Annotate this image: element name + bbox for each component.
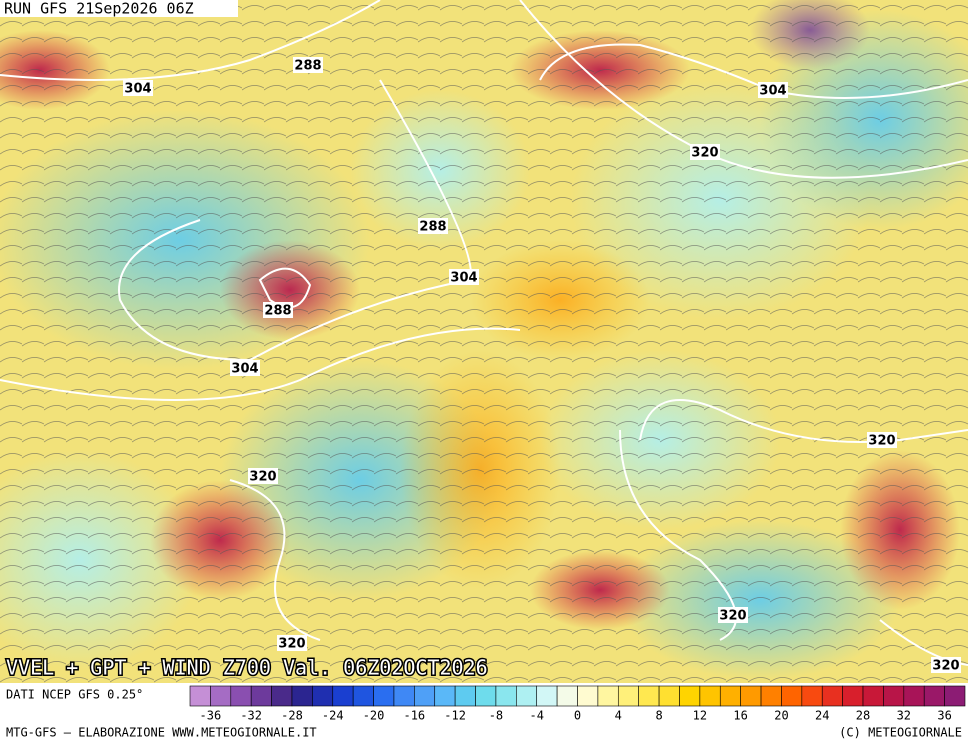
contour-label-bg [230,360,260,376]
contour-label-bg [931,657,961,673]
colorbar-cell [230,685,252,707]
colorbar-cell [883,685,905,707]
run-label: RUN GFS 21Sep2026 06Z [4,0,194,18]
colorbar-tick-label: -4 [529,709,543,723]
colorbar-cell [434,685,456,707]
map-title: VVEL + GPT + WIND Z700 Val. 06Z02OCT2026 [6,656,488,680]
contour-label-bg [248,468,278,484]
contour-label-bg [123,80,153,96]
colorbar-cell [679,685,701,707]
colorbar-tick-label: 32 [897,709,911,723]
colorbar-tick-label: -24 [322,709,344,723]
contour-label: 304 [231,362,258,377]
contour-label: 320 [691,146,718,161]
colorbar-cell [923,685,945,707]
colorbar-cell [454,685,476,707]
contour-label-bg [758,82,788,98]
credit-right: (C) METEOGIORNALE [839,726,962,740]
colorbar-cell [944,685,966,707]
contour-label: 304 [124,82,151,97]
contour-label: 288 [264,304,291,319]
colorbar-cell [638,685,660,707]
colorbar-cell [210,685,232,707]
colorbar-tick-label: 24 [815,709,829,723]
colorbar-tick-label: -36 [200,709,222,723]
colorbar-cell [740,685,762,707]
colorbar-cell [312,685,334,707]
contour-label: 288 [294,59,321,74]
contour-label-bg [263,302,293,318]
colorbar-tick-label: -8 [489,709,503,723]
colorbar-cell [393,685,415,707]
colorbar-tick-label: 4 [615,709,622,723]
colorbar-cell [516,685,538,707]
colorbar-cell [495,685,517,707]
header-box [0,0,238,17]
colorbar: -36 -32 -28 -24 -20 -16 -12 -8 -4 0 4 8 12 16 20 24 28 32… [189,685,966,723]
colorbar-cell [271,685,293,707]
colorbar-cell [475,685,497,707]
colorbar-cell [658,685,680,707]
credit-left: MTG-GFS — ELABORAZIONE WWW.METEOGIORNALE… [6,726,317,740]
colorbar-cell [821,685,843,707]
colorbar-cell [250,685,272,707]
contour-label-bg [449,269,479,285]
contour-label: 320 [932,659,959,674]
contour-label-bg [293,57,323,73]
colorbar-cell [617,685,639,707]
colorbar-tick-label: 36 [937,709,951,723]
colorbar-cell [760,685,782,707]
contour-label-bg [690,144,720,160]
colorbar-tick-label: 12 [693,709,707,723]
colorbar-cell [699,685,721,707]
colorbar-cell [862,685,884,707]
contour-label-bg [867,432,897,448]
contour-label-bg [718,607,748,623]
colorbar-cell [556,685,578,707]
colorbar-tick-label: 16 [733,709,747,723]
colorbar-tick-label: -20 [363,709,385,723]
colorbar-tick-label: -16 [403,709,425,723]
map-field [0,0,968,683]
colorbar-cell [332,685,354,707]
colorbar-cell [719,685,741,707]
contour-labels: 304 288 304 320 288 304 288 304 320 320 320 320 320 [123,57,961,674]
colorbar-cell [373,685,395,707]
contour-label: 304 [450,271,477,286]
contour-label: 288 [419,220,446,235]
colorbar-cell [536,685,558,707]
colorbar-tick-label: -28 [281,709,303,723]
contour-label: 320 [719,609,746,624]
colorbar-cell [903,685,925,707]
colorbar-tick-label: 8 [655,709,662,723]
colorbar-tick-label: -32 [240,709,262,723]
contour-label: 320 [278,637,305,652]
contour-label: 320 [249,470,276,485]
contour-label: 304 [759,84,786,99]
colorbar-cell [352,685,374,707]
colorbar-tick-label: 20 [774,709,788,723]
colorbar-cell [291,685,313,707]
colorbar-cell [577,685,599,707]
colorbar-cell [597,685,619,707]
contour-label-bg [277,635,307,651]
contour-label: 320 [868,434,895,449]
source-label: DATI NCEP GFS 0.25° [6,688,143,702]
colorbar-cell [842,685,864,707]
colorbar-cell [414,685,436,707]
colorbar-tick-label: 0 [574,709,581,723]
colorbar-tick-label: -12 [444,709,466,723]
colorbar-tick-label: 28 [856,709,870,723]
contour-label-bg [418,218,448,234]
colorbar-cell [801,685,823,707]
colorbar-cell [781,685,803,707]
colorbar-cell [189,685,211,707]
